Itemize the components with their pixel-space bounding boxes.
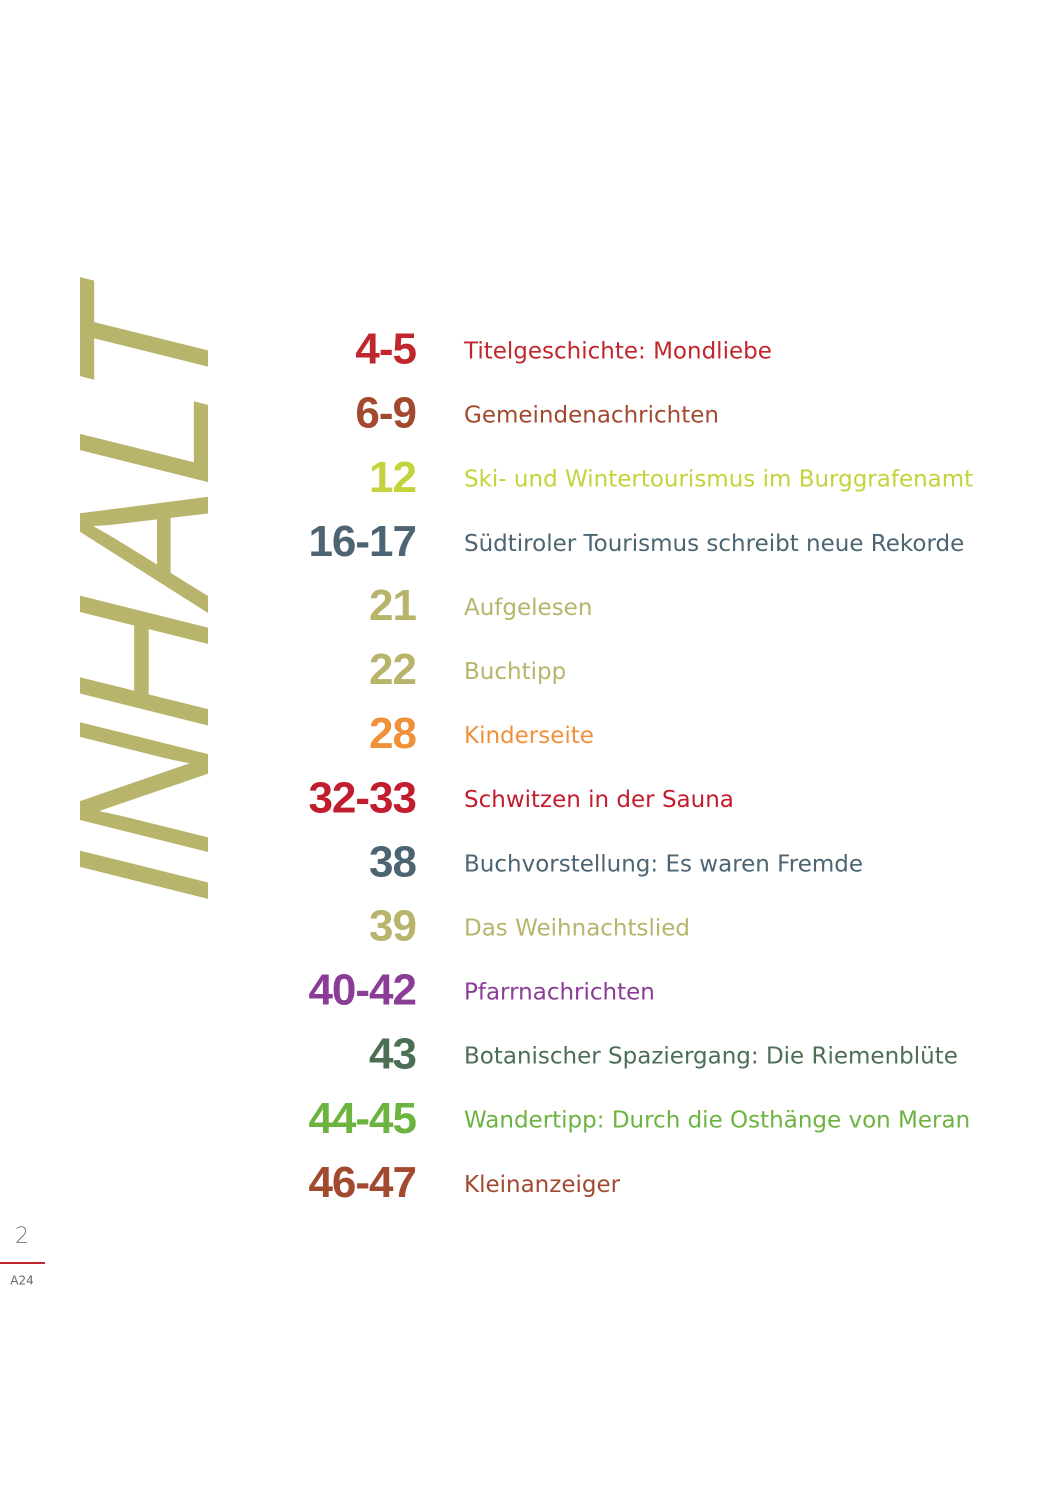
entry-title: Titelgeschichte: Mondliebe <box>463 339 772 365</box>
page-range: 39 <box>369 902 416 951</box>
entry-title: Buchvorstellung: Es waren Fremde <box>464 851 863 877</box>
entry-title: Ski- und Wintertourismus im Burggrafenam… <box>464 467 973 493</box>
page-range: 38 <box>369 837 416 886</box>
entry-title: Aufgelesen <box>464 595 592 621</box>
entry-title: Buchtipp <box>464 659 566 685</box>
page-range: 40-42 <box>308 966 416 1015</box>
page-range: 4-5 <box>355 325 416 374</box>
entry-title: Botanischer Spaziergang: Die Riemenblüte <box>464 1044 958 1070</box>
page-range: 46-47 <box>308 1158 416 1207</box>
entry-title: Südtiroler Tourismus schreibt neue Rekor… <box>464 531 964 557</box>
page-number: 2 <box>15 1224 29 1249</box>
page-range: 16-17 <box>308 517 416 566</box>
entry-title: Gemeindenachrichten <box>464 403 719 429</box>
page-range: 44-45 <box>308 1094 416 1143</box>
entry-title: Das Weihnachtslied <box>464 915 690 941</box>
page-range: 12 <box>369 453 416 502</box>
page-range: 43 <box>369 1030 416 1079</box>
entry-title: Pfarrnachrichten <box>464 980 655 1006</box>
page-heading: INHALT <box>41 263 249 925</box>
page-range: 32-33 <box>308 773 416 822</box>
page-range: 28 <box>369 709 416 758</box>
page-range: 21 <box>369 581 416 630</box>
page-range: 22 <box>369 645 416 694</box>
page-range: 6-9 <box>355 389 416 438</box>
entry-title: Schwitzen in der Sauna <box>464 787 734 813</box>
magazine-label: A24 <box>10 1274 33 1288</box>
entry-title: Wandertipp: Durch die Osthänge von Meran <box>464 1108 970 1134</box>
entry-title: Kleinanzeiger <box>464 1172 621 1198</box>
entry-title: Kinderseite <box>464 723 594 749</box>
